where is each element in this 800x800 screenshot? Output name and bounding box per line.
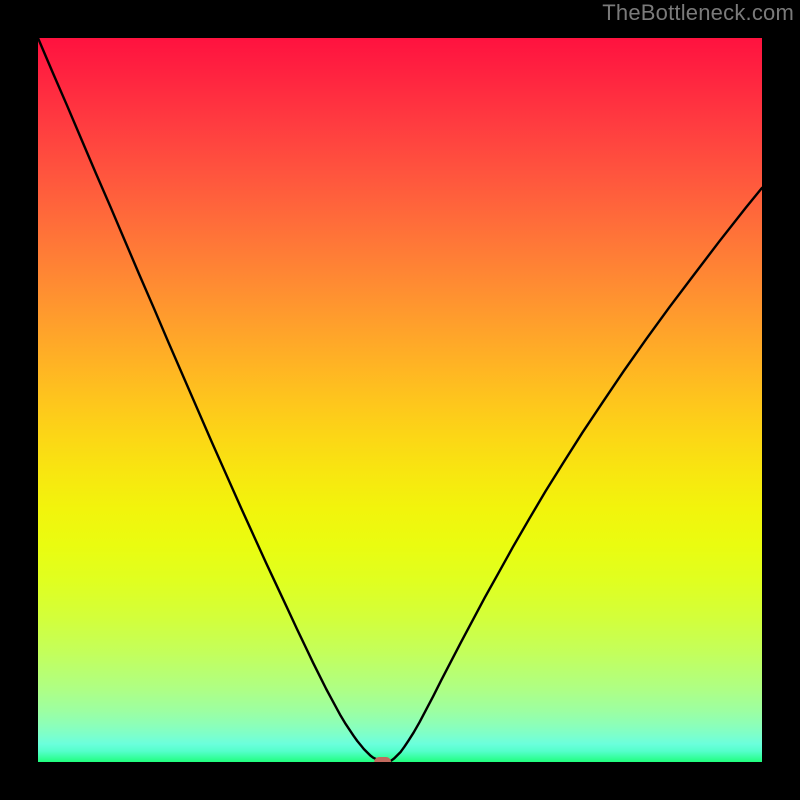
chart-background — [38, 38, 762, 762]
chart-root: TheBottleneck.com — [0, 0, 800, 800]
watermark-text: TheBottleneck.com — [602, 0, 794, 26]
chart-canvas — [0, 0, 800, 800]
